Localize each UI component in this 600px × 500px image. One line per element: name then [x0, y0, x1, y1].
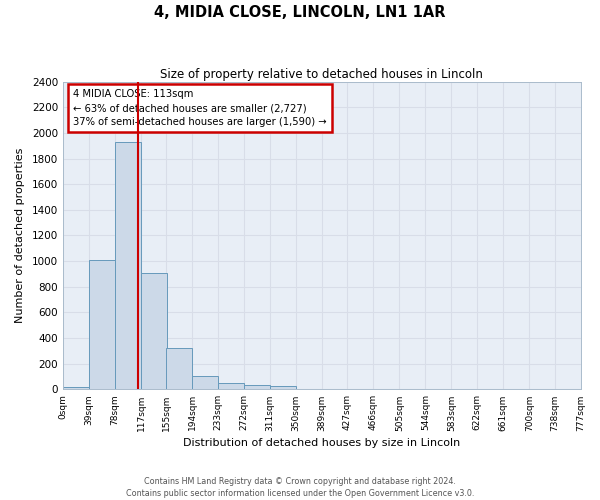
Bar: [192, 376, 218, 390]
Y-axis label: Number of detached properties: Number of detached properties: [15, 148, 25, 323]
Bar: [115, 142, 141, 390]
Bar: [218, 383, 244, 390]
Bar: [244, 386, 270, 390]
Bar: [166, 348, 192, 390]
Bar: [63, 387, 89, 390]
Bar: [89, 260, 115, 390]
Text: Contains HM Land Registry data © Crown copyright and database right 2024.
Contai: Contains HM Land Registry data © Crown c…: [126, 476, 474, 498]
Bar: [141, 272, 167, 390]
Title: Size of property relative to detached houses in Lincoln: Size of property relative to detached ho…: [160, 68, 483, 80]
Bar: [270, 386, 296, 390]
X-axis label: Distribution of detached houses by size in Lincoln: Distribution of detached houses by size …: [183, 438, 460, 448]
Text: 4 MIDIA CLOSE: 113sqm
← 63% of detached houses are smaller (2,727)
37% of semi-d: 4 MIDIA CLOSE: 113sqm ← 63% of detached …: [73, 90, 327, 128]
Text: 4, MIDIA CLOSE, LINCOLN, LN1 1AR: 4, MIDIA CLOSE, LINCOLN, LN1 1AR: [154, 5, 446, 20]
